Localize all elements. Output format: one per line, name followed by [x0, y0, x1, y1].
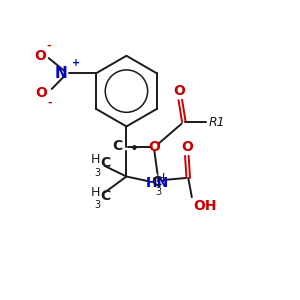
Text: O: O	[173, 84, 185, 98]
Text: H: H	[156, 172, 165, 185]
Text: O: O	[34, 49, 46, 63]
Text: O: O	[181, 140, 193, 154]
Text: R1: R1	[209, 116, 226, 128]
Text: -: -	[48, 98, 52, 108]
Text: C: C	[100, 189, 111, 202]
Text: OH: OH	[193, 199, 217, 213]
Text: 3: 3	[94, 168, 100, 178]
Text: C: C	[112, 140, 122, 154]
Text: •: •	[129, 142, 138, 157]
Text: -: -	[47, 40, 51, 50]
Text: H: H	[91, 153, 100, 166]
Text: C: C	[152, 176, 162, 189]
Text: O: O	[35, 85, 47, 100]
Text: H: H	[91, 186, 100, 199]
Text: HN: HN	[146, 176, 169, 190]
Text: N: N	[55, 66, 68, 81]
Text: 3: 3	[156, 187, 162, 197]
Text: 3: 3	[94, 200, 100, 210]
Text: C: C	[100, 156, 111, 170]
Text: +: +	[72, 58, 80, 68]
Text: O: O	[148, 140, 160, 154]
